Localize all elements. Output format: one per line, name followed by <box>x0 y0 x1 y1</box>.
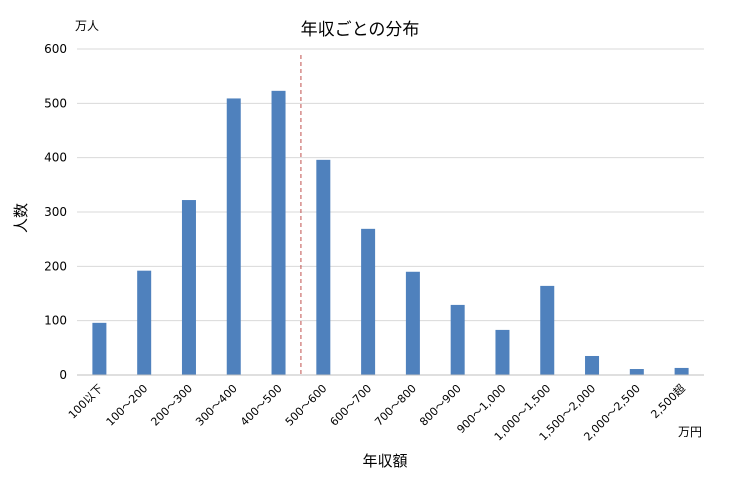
bar <box>540 285 555 375</box>
bar <box>137 270 152 375</box>
y-tick-label: 400 <box>44 151 67 165</box>
y-tick-label: 100 <box>44 314 67 328</box>
chart-title: 年収ごとの分布 <box>301 20 420 40</box>
bar <box>92 322 107 375</box>
bar <box>674 367 689 375</box>
x-axis-ticks: 100以下100～200200～300300～400400～500500～600… <box>66 381 688 443</box>
x-axis-unit: 万円 <box>678 425 702 439</box>
y-axis-title: 人数 <box>12 203 30 233</box>
x-tick-label: 700～800 <box>372 382 419 429</box>
x-tick-label: 200～300 <box>148 382 195 429</box>
x-axis-title: 年収額 <box>362 452 407 470</box>
bar <box>361 228 376 375</box>
y-tick-label: 500 <box>44 96 67 110</box>
x-tick-label: 800～900 <box>417 382 464 429</box>
bar <box>629 369 644 375</box>
bar <box>226 98 241 376</box>
y-tick-label: 0 <box>59 368 67 382</box>
y-axis-unit: 万人 <box>75 19 99 33</box>
x-tick-label: 500～600 <box>283 382 330 429</box>
bar <box>585 355 600 375</box>
x-tick-label: 300～400 <box>193 382 240 429</box>
x-tick-label: 2,500超 <box>648 381 688 421</box>
x-tick-label: 600～700 <box>328 382 375 429</box>
bar <box>405 271 420 375</box>
bar <box>316 159 331 375</box>
x-tick-label: 100以下 <box>66 382 106 422</box>
y-tick-label: 600 <box>44 42 67 56</box>
bar <box>271 90 286 375</box>
y-axis-ticks: 0 100 200 300 400 500 600 <box>44 42 67 382</box>
bar <box>450 304 465 375</box>
x-tick-label: 100～200 <box>104 382 151 429</box>
bars <box>92 90 689 376</box>
y-tick-label: 300 <box>44 205 67 219</box>
gridlines <box>77 48 704 322</box>
x-tick-label: 400～500 <box>238 382 285 429</box>
bar <box>181 200 196 375</box>
y-tick-label: 200 <box>44 259 67 273</box>
bar <box>495 329 510 375</box>
